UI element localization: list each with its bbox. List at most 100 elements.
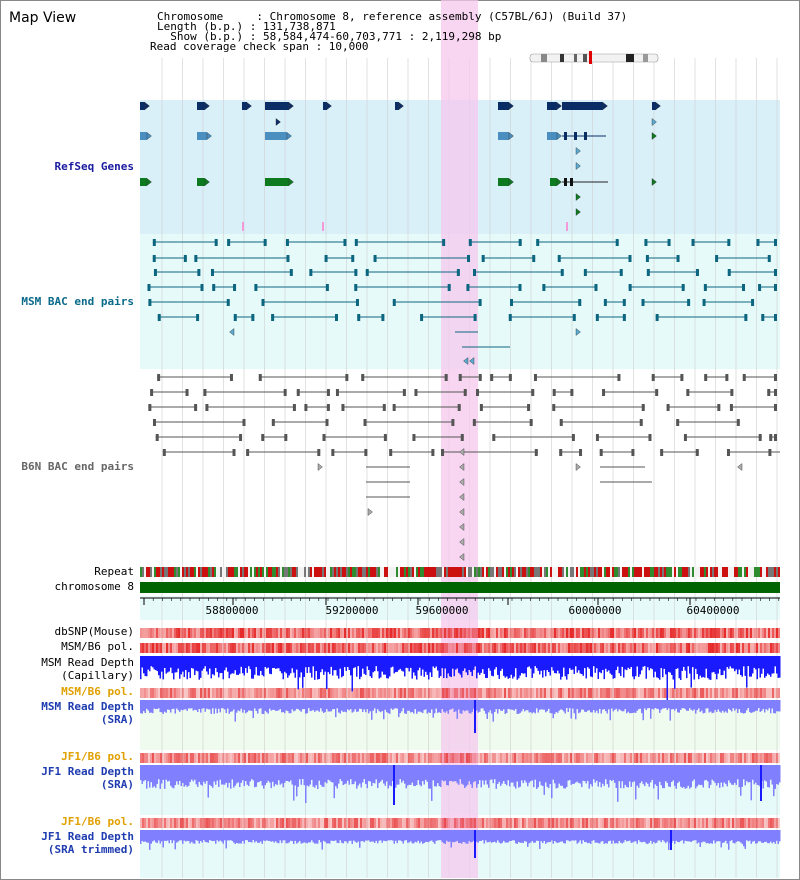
b6n-bac-pair-end [414, 389, 418, 396]
dbsnp-cell [158, 628, 160, 638]
jf1-pol-cell [150, 753, 152, 763]
jf1-pol-cell [566, 753, 568, 763]
jf1-pol2-cell [172, 818, 174, 828]
dbsnp-cell [292, 628, 294, 638]
msm-sra-depth-bar [369, 700, 371, 712]
repeat-element [760, 567, 762, 577]
dbsnp-cell [256, 628, 258, 638]
jf1-pol2-cell [758, 818, 760, 828]
msm-bac-pair-end [774, 314, 777, 321]
msm-capillary-depth-bar [690, 656, 692, 688]
msm-capillary-depth-bar [621, 656, 623, 667]
dbsnp-cell [552, 628, 554, 638]
jf1-sra-depth-bar [776, 765, 778, 784]
msm-sra-depth-bar [521, 700, 523, 712]
jf1-pol-cell [378, 753, 380, 763]
repeat-element [286, 567, 288, 577]
jf1-sra-depth-bar [516, 765, 518, 782]
jf1-pol-cell [414, 753, 416, 763]
dbsnp-cell [584, 628, 586, 638]
jf1-pol-cell [738, 753, 740, 763]
jf1-trim-depth-bar [684, 830, 686, 841]
jf1-sra-depth-bar [485, 765, 487, 781]
msm-pol-cell [610, 643, 612, 653]
msm-capillary-depth-bar [158, 656, 160, 676]
dbsnp-cell [686, 628, 688, 638]
jf1-pol2-cell [734, 818, 736, 828]
msm-sra-depth-bar [170, 700, 172, 713]
repeat-element [506, 567, 508, 577]
msm-pol-cell [152, 643, 154, 653]
msm-sra-depth-bar [246, 700, 248, 713]
dbsnp-cell [480, 628, 482, 638]
refseq-gene [265, 132, 287, 140]
b6n-bac-pair-end [534, 449, 538, 456]
jf1-sra-depth-bar [738, 765, 740, 788]
dbsnp-cell [360, 628, 362, 638]
jf1-pol-cell [222, 753, 224, 763]
msm-pol-cell [556, 643, 558, 653]
jf1-sra-depth-bar [369, 765, 371, 782]
dbsnp-cell [472, 628, 474, 638]
repeat-element [536, 567, 538, 577]
jf1-trim-depth-bar [513, 830, 515, 841]
jf1-pol2-cell [616, 818, 618, 828]
repeat-element [430, 567, 432, 577]
repeat-element [390, 567, 392, 577]
msm-capillary-depth-bar [560, 656, 562, 680]
jf1-trim-depth-bar [443, 830, 445, 844]
repeat-element [776, 567, 778, 577]
b6n-bac-pair-end [463, 389, 467, 396]
jf1-trim-depth-bar [185, 830, 187, 842]
jf1-trim-depth-bar [720, 830, 722, 848]
b6n-bac-pair-end [774, 404, 777, 411]
msm-capillary-depth-bar [348, 656, 350, 670]
b6n-bac-pair-end [460, 434, 464, 441]
msm-capillary-depth-bar [593, 656, 595, 667]
msm-pol-cell [278, 643, 280, 653]
jf1-pol-cell [142, 753, 144, 763]
msm-capillary-depth-bar [623, 656, 625, 678]
jf1-pol2-cell [672, 818, 674, 828]
msm-pol2-cell [730, 688, 732, 698]
msm-pol2-cell [372, 688, 374, 698]
msm-sra-depth-bar [381, 700, 383, 712]
jf1-pol-cell [762, 753, 764, 763]
dbsnp-cell [702, 628, 704, 638]
dbsnp-cell [654, 628, 656, 638]
msm-pol2-cell [552, 688, 554, 698]
jf1-sra-depth-bar [549, 765, 551, 785]
msm-pol2-cell [346, 688, 348, 698]
msm-sra-depth-bar [252, 700, 254, 719]
repeat-element [176, 567, 178, 577]
jf1-sra-depth-bar [762, 765, 764, 789]
jf1-pol2-cell [416, 818, 418, 828]
msm-pol2-cell [156, 688, 158, 698]
jf1-trim-depth-bar [420, 830, 422, 842]
repeat-element [624, 567, 626, 577]
dbsnp-cell [388, 628, 390, 638]
jf1-pol2-cell [182, 818, 184, 828]
jf1-pol-cell [156, 753, 158, 763]
jf1-pol-cell [316, 753, 318, 763]
msm-pol2-cell [264, 688, 266, 698]
repeat-element [774, 567, 776, 577]
jf1-sra-depth-bar [330, 765, 332, 783]
jf1-pol-cell [614, 753, 616, 763]
jf1-pol2-cell [728, 818, 730, 828]
jf1-pol2-cell [644, 818, 646, 828]
jf1-pol2-cell [322, 818, 324, 828]
jf1-pol2-cell [312, 818, 314, 828]
jf1-sra-depth-bar [170, 765, 172, 786]
msm-sra-depth-bar [221, 700, 223, 709]
jf1-sra-depth-bar [681, 765, 683, 788]
jf1-pol2-cell [148, 818, 150, 828]
jf1-pol2-cell [436, 818, 438, 828]
jf1-pol-cell [704, 753, 706, 763]
dbsnp-cell [332, 628, 334, 638]
jf1-pol-cell [464, 753, 466, 763]
jf1-trim-depth-bar [738, 830, 740, 842]
jf1-pol-cell [328, 753, 330, 763]
dbsnp-cell [252, 628, 254, 638]
